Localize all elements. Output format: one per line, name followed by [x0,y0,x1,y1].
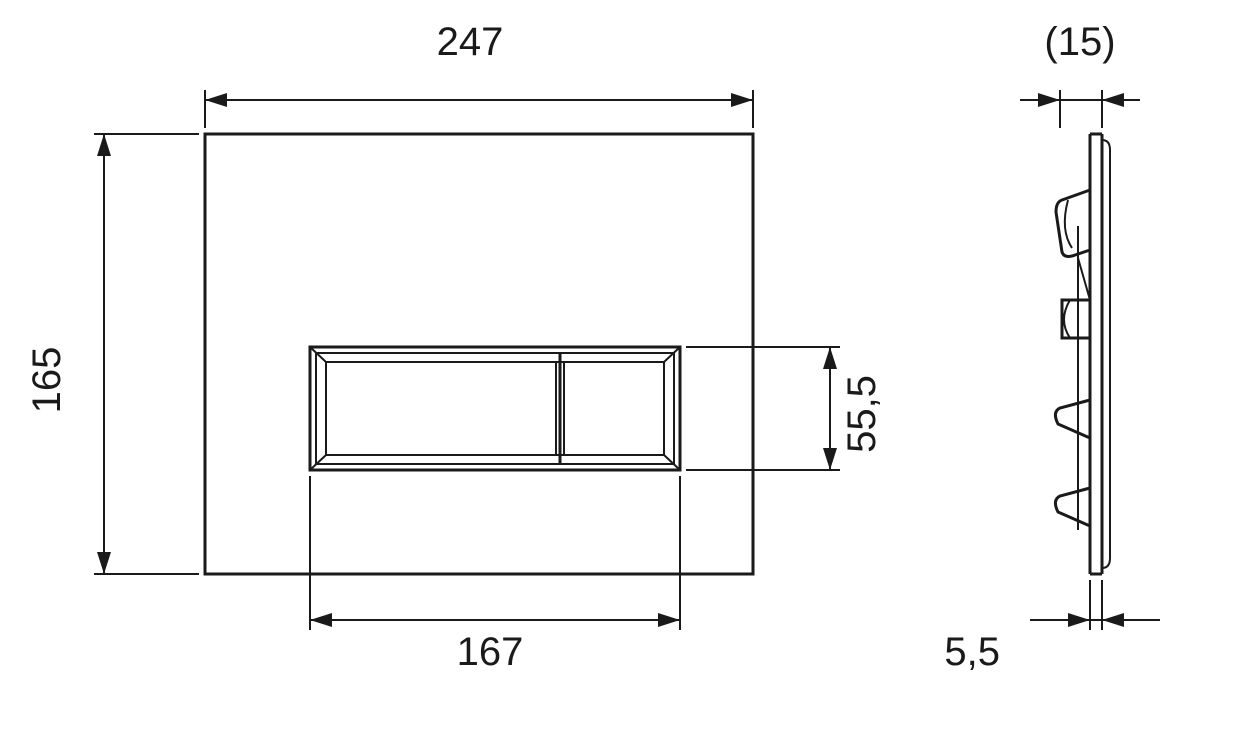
dim-side-back: 5,5 [944,580,1160,674]
dim-button-height: 55,5 [686,347,884,470]
technical-drawing: 247 165 167 55,5 [0,0,1260,730]
side-clips [1055,190,1090,526]
dim-button-width-label: 167 [457,630,524,674]
side-view [1055,134,1110,574]
dim-side-depth-label: (15) [1044,20,1115,64]
dim-plate-width-label: 247 [437,20,504,64]
dim-side-back-label: 5,5 [944,630,1000,674]
dim-plate-width: 247 [205,20,753,128]
button-assembly [310,347,680,470]
dim-plate-height: 165 [25,134,199,574]
dim-side-depth: (15) [1020,20,1140,128]
dim-button-height-label: 55,5 [840,375,884,453]
front-view [205,134,753,574]
dim-plate-height-label: 165 [25,347,69,414]
